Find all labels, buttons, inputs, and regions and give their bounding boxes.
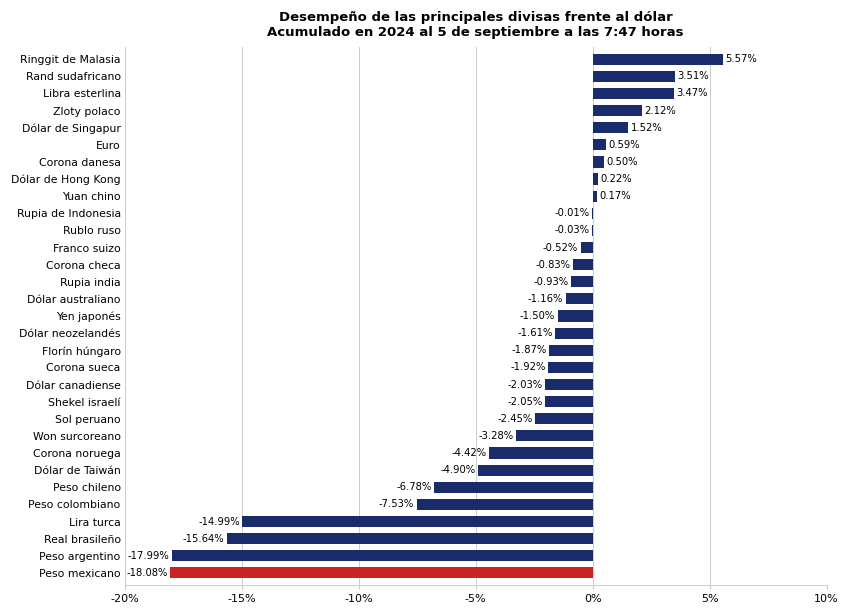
Text: 3.47%: 3.47%: [677, 89, 708, 98]
Bar: [592, 139, 607, 151]
Bar: [592, 191, 597, 202]
Text: -18.08%: -18.08%: [126, 568, 167, 578]
Bar: [581, 242, 592, 253]
Bar: [516, 430, 592, 442]
Text: 0.50%: 0.50%: [607, 157, 638, 167]
Text: -4.42%: -4.42%: [452, 448, 487, 458]
Text: -1.16%: -1.16%: [528, 294, 564, 304]
Text: -6.78%: -6.78%: [396, 482, 432, 492]
Text: -2.03%: -2.03%: [507, 379, 543, 389]
Text: -1.87%: -1.87%: [512, 345, 547, 355]
Text: -2.05%: -2.05%: [507, 397, 542, 407]
Text: 0.17%: 0.17%: [599, 191, 631, 201]
Text: 2.12%: 2.12%: [644, 106, 677, 116]
Bar: [227, 533, 592, 544]
Bar: [549, 345, 592, 356]
Bar: [592, 105, 643, 116]
Text: -7.53%: -7.53%: [379, 499, 414, 509]
Bar: [478, 464, 592, 476]
Bar: [242, 516, 592, 527]
Bar: [573, 259, 592, 270]
Text: 1.52%: 1.52%: [631, 123, 662, 133]
Bar: [536, 413, 592, 424]
Text: 0.22%: 0.22%: [600, 174, 632, 184]
Bar: [592, 71, 675, 82]
Text: -0.03%: -0.03%: [555, 226, 590, 236]
Text: -3.28%: -3.28%: [479, 431, 513, 441]
Bar: [558, 311, 592, 322]
Text: -1.50%: -1.50%: [520, 311, 555, 321]
Bar: [434, 482, 592, 493]
Text: 0.59%: 0.59%: [609, 140, 640, 150]
Title: Desempeño de las principales divisas frente al dólar
Acumulado en 2024 al 5 de s: Desempeño de las principales divisas fre…: [268, 11, 684, 39]
Bar: [592, 88, 674, 99]
Bar: [592, 156, 604, 167]
Bar: [571, 276, 592, 287]
Bar: [592, 122, 628, 133]
Text: -1.61%: -1.61%: [518, 328, 552, 338]
Bar: [565, 293, 592, 304]
Text: -14.99%: -14.99%: [198, 517, 240, 526]
Bar: [592, 54, 723, 65]
Bar: [170, 567, 592, 579]
Text: -1.92%: -1.92%: [510, 362, 546, 373]
Bar: [547, 362, 592, 373]
Text: -0.83%: -0.83%: [536, 260, 571, 269]
Text: -4.90%: -4.90%: [440, 465, 476, 475]
Text: 3.51%: 3.51%: [677, 71, 709, 81]
Bar: [555, 328, 592, 339]
Text: -0.01%: -0.01%: [555, 208, 590, 218]
Bar: [172, 550, 592, 561]
Bar: [490, 448, 592, 459]
Bar: [416, 499, 592, 510]
Bar: [592, 173, 598, 184]
Text: -2.45%: -2.45%: [498, 414, 533, 424]
Text: -15.64%: -15.64%: [183, 534, 224, 544]
Text: -0.52%: -0.52%: [543, 242, 578, 253]
Bar: [545, 379, 592, 390]
Text: -17.99%: -17.99%: [128, 551, 170, 561]
Text: -0.93%: -0.93%: [534, 277, 569, 287]
Bar: [545, 396, 592, 407]
Text: 5.57%: 5.57%: [725, 54, 757, 64]
